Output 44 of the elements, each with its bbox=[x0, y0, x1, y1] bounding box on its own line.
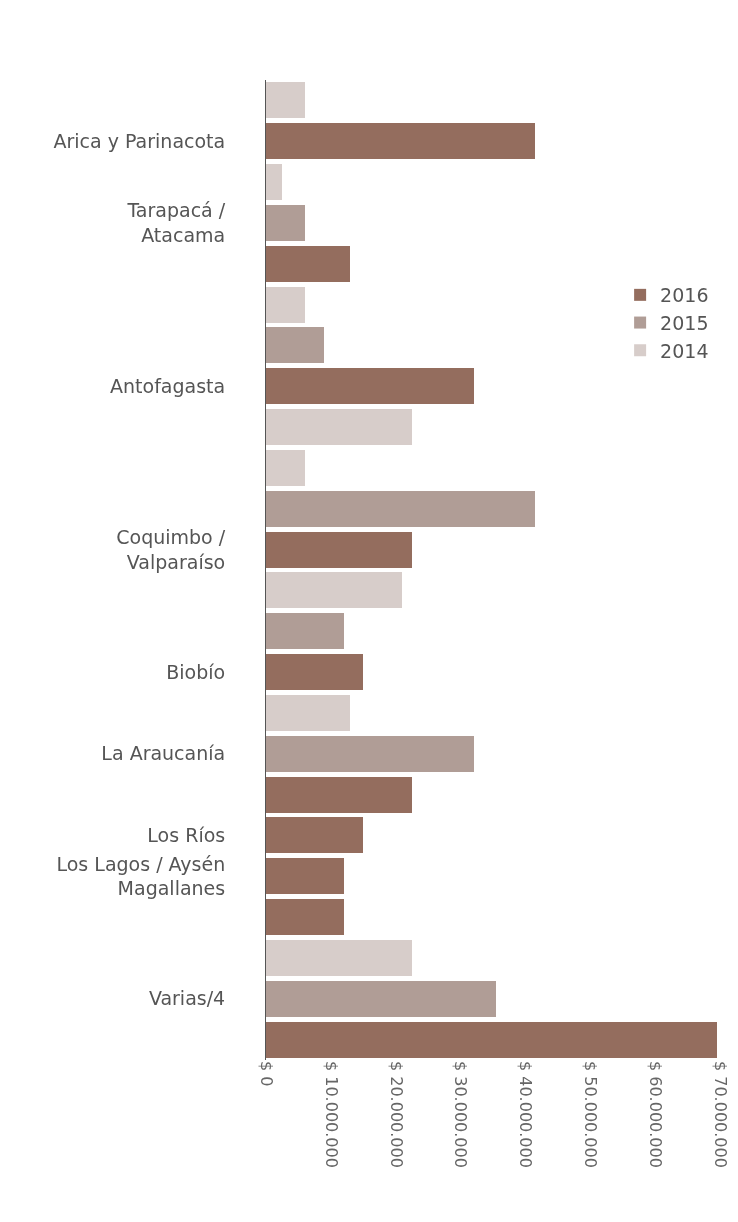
x-tick-label: $ 10.000.000 bbox=[321, 1061, 341, 1168]
bar bbox=[266, 245, 351, 282]
x-tick-label: $ 30.000.000 bbox=[451, 1061, 471, 1168]
y-tick-label: Antofagasta bbox=[110, 374, 226, 397]
bar bbox=[266, 368, 474, 405]
y-tick-label: Biobío bbox=[166, 660, 226, 683]
legend-label: 2015 bbox=[660, 311, 709, 334]
x-tick-label: $ 40.000.000 bbox=[516, 1061, 536, 1168]
bar bbox=[266, 82, 305, 119]
y-tick-label: Coquimbo / Valparaíso bbox=[116, 525, 226, 573]
y-tick-label: La Araucanía bbox=[101, 742, 226, 765]
bar bbox=[266, 204, 305, 241]
bar bbox=[266, 531, 412, 568]
y-tick-label: Varias/4 bbox=[148, 987, 226, 1010]
legend-label: 2014 bbox=[660, 339, 709, 362]
x-tick-label: $ 50.000.000 bbox=[581, 1061, 601, 1168]
y-tick-label: Arica y Parinacota bbox=[53, 129, 226, 152]
bar bbox=[266, 858, 344, 895]
y-tick-label: Tarapacá / Atacama bbox=[126, 199, 226, 246]
bar bbox=[266, 123, 536, 160]
bar bbox=[266, 735, 474, 772]
legend-label: 2016 bbox=[660, 284, 709, 307]
bar bbox=[266, 409, 412, 446]
bar bbox=[266, 327, 325, 364]
bar bbox=[266, 490, 536, 527]
bar bbox=[266, 286, 305, 323]
bar bbox=[266, 899, 344, 936]
y-tick-label: Los Ríos bbox=[147, 824, 226, 847]
x-tick-label: $ 70.000.000 bbox=[710, 1061, 730, 1168]
bar bbox=[266, 1021, 717, 1058]
y-tick-label: Los Lagos / Aysén Magallanes bbox=[56, 852, 226, 900]
x-tick-label: $ 60.000.000 bbox=[645, 1061, 665, 1168]
bar bbox=[266, 817, 364, 854]
bar bbox=[266, 980, 497, 1017]
x-tick-label: $ 20.000.000 bbox=[386, 1061, 406, 1168]
bar bbox=[266, 572, 403, 609]
bar bbox=[266, 613, 344, 650]
bar bbox=[266, 694, 351, 731]
bar bbox=[266, 654, 364, 691]
bar bbox=[266, 939, 412, 976]
bar bbox=[266, 776, 412, 813]
bar bbox=[266, 164, 283, 201]
x-tick-label: $ 0 bbox=[256, 1061, 276, 1087]
bar bbox=[266, 449, 305, 486]
